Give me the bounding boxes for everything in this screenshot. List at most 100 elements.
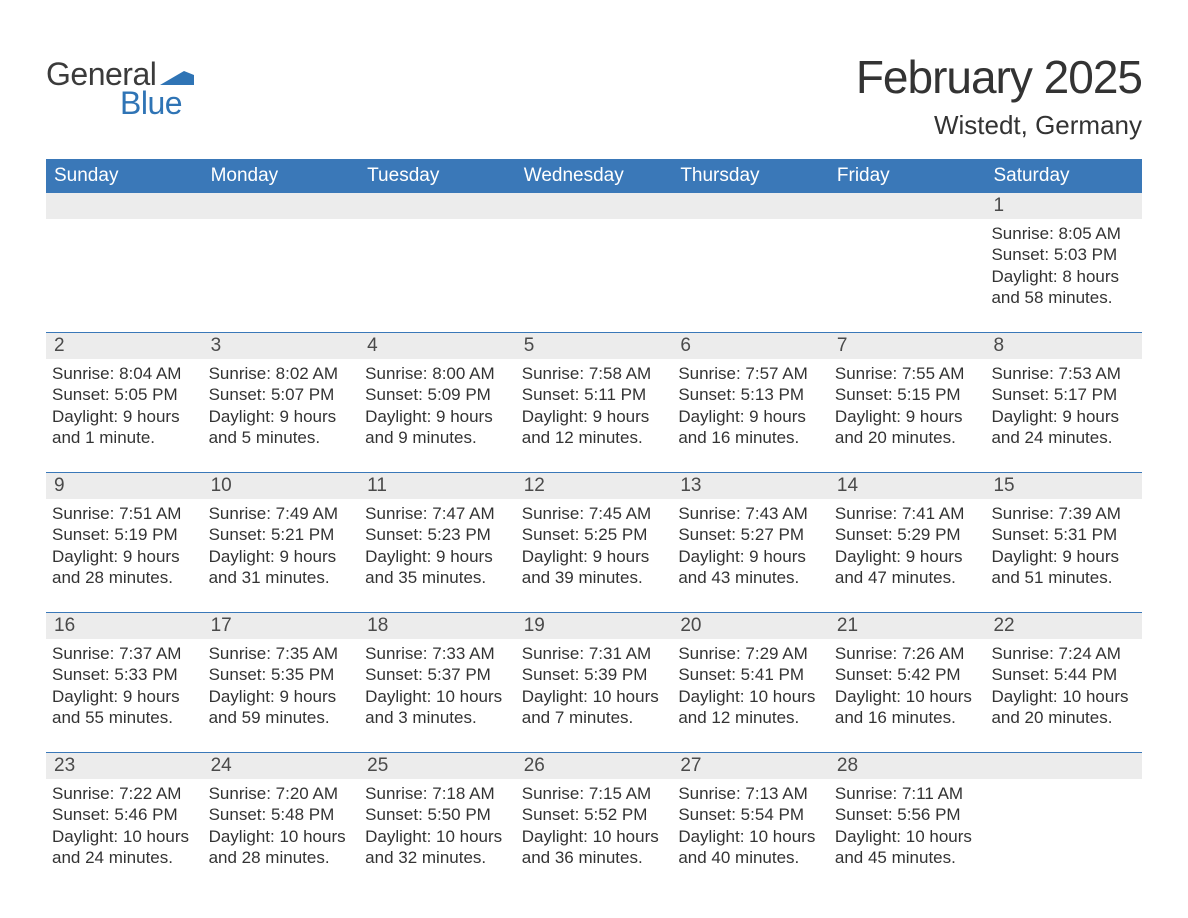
- sunrise-line: Sunrise: 7:13 AM: [678, 783, 823, 804]
- weekday-sunday: Sunday: [46, 159, 203, 193]
- day-cell: 3Sunrise: 8:02 AMSunset: 5:07 PMDaylight…: [203, 333, 360, 454]
- day-number: 11: [359, 473, 516, 499]
- daylight-line: Daylight: 9 hours and 55 minutes.: [52, 686, 197, 729]
- weekday-saturday: Saturday: [985, 159, 1142, 193]
- day-content: Sunrise: 7:31 AMSunset: 5:39 PMDaylight:…: [522, 643, 667, 728]
- day-number: 17: [203, 613, 360, 639]
- day-number: 22: [985, 613, 1142, 639]
- sunset-line: Sunset: 5:52 PM: [522, 804, 667, 825]
- day-number: 5: [516, 333, 673, 359]
- daylight-line: Daylight: 10 hours and 7 minutes.: [522, 686, 667, 729]
- day-number: 27: [672, 753, 829, 779]
- day-cell: 5 Sunrise: 7:58 AMSunset: 5:11 PMDaylight…: [516, 333, 673, 454]
- daylight-line: Daylight: 10 hours and 16 minutes.: [835, 686, 980, 729]
- day-cell: 22 Sunrise: 7:24 AMSunset: 5:44 PMDayligh…: [985, 613, 1142, 734]
- sunrise-line: Sunrise: 8:02 AM: [209, 363, 354, 384]
- weeks-container: 1Sunrise: 8:05 AMSunset: 5:03 PMDaylight…: [46, 193, 1142, 874]
- day-cell: 12Sunrise: 7:45 AMSunset: 5:25 PMDayligh…: [516, 473, 673, 594]
- daylight-line: Daylight: 10 hours and 36 minutes.: [522, 826, 667, 869]
- day-content: Sunrise: 7:24 AMSunset: 5:44 PMDaylight:…: [991, 643, 1136, 728]
- day-number: 14: [829, 473, 986, 499]
- sunset-line: Sunset: 5:29 PM: [835, 524, 980, 545]
- day-content: Sunrise: 7:15 AMSunset: 5:52 PMDaylight:…: [522, 783, 667, 868]
- day-number: 28: [829, 753, 986, 779]
- sunset-line: Sunset: 5:19 PM: [52, 524, 197, 545]
- day-number: [359, 193, 516, 219]
- weekday-tuesday: Tuesday: [359, 159, 516, 193]
- sunrise-line: Sunrise: 7:49 AM: [209, 503, 354, 524]
- sunrise-line: Sunrise: 7:26 AM: [835, 643, 980, 664]
- day-cell: 24Sunrise: 7:20 AMSunset: 5:48 PMDayligh…: [203, 753, 360, 874]
- flag-icon: [160, 67, 194, 87]
- sunrise-line: Sunrise: 7:45 AM: [522, 503, 667, 524]
- day-cell: 11Sunrise: 7:47 AMSunset: 5:23 PMDayligh…: [359, 473, 516, 594]
- day-number: 12: [516, 473, 673, 499]
- sunset-line: Sunset: 5:44 PM: [991, 664, 1136, 685]
- week-row: 23Sunrise: 7:22 AMSunset: 5:46 PMDayligh…: [46, 752, 1142, 874]
- daylight-line: Daylight: 9 hours and 51 minutes.: [991, 546, 1136, 589]
- daylight-line: Daylight: 9 hours and 5 minutes.: [209, 406, 354, 449]
- sunset-line: Sunset: 5:46 PM: [52, 804, 197, 825]
- day-content: Sunrise: 7:53 AMSunset: 5:17 PMDaylight:…: [991, 363, 1136, 448]
- day-content: Sunrise: 8:02 AMSunset: 5:07 PMDaylight:…: [209, 363, 354, 448]
- daylight-line: Daylight: 9 hours and 24 minutes.: [991, 406, 1136, 449]
- sunrise-line: Sunrise: 8:00 AM: [365, 363, 510, 384]
- daylight-line: Daylight: 9 hours and 43 minutes.: [678, 546, 823, 589]
- daylight-line: Daylight: 10 hours and 32 minutes.: [365, 826, 510, 869]
- sunset-line: Sunset: 5:07 PM: [209, 384, 354, 405]
- sunrise-line: Sunrise: 8:04 AM: [52, 363, 197, 384]
- sunrise-line: Sunrise: 7:18 AM: [365, 783, 510, 804]
- day-content: Sunrise: 8:04 AMSunset: 5:05 PMDaylight:…: [52, 363, 197, 448]
- day-number: 6: [672, 333, 829, 359]
- daylight-line: Daylight: 9 hours and 16 minutes.: [678, 406, 823, 449]
- weekday-header-row: SundayMondayTuesdayWednesdayThursdayFrid…: [46, 159, 1142, 193]
- day-content: Sunrise: 8:05 AMSunset: 5:03 PMDaylight:…: [991, 223, 1136, 308]
- day-cell: 14Sunrise: 7:41 AMSunset: 5:29 PMDayligh…: [829, 473, 986, 594]
- sunrise-line: Sunrise: 7:53 AM: [991, 363, 1136, 384]
- sunrise-line: Sunrise: 7:58 AM: [522, 363, 667, 384]
- day-content: Sunrise: 7:20 AMSunset: 5:48 PMDaylight:…: [209, 783, 354, 868]
- weekday-wednesday: Wednesday: [516, 159, 673, 193]
- sunrise-line: Sunrise: 7:24 AM: [991, 643, 1136, 664]
- daylight-line: Daylight: 8 hours and 58 minutes.: [991, 266, 1136, 309]
- day-content: Sunrise: 7:37 AMSunset: 5:33 PMDaylight:…: [52, 643, 197, 728]
- daylight-line: Daylight: 9 hours and 39 minutes.: [522, 546, 667, 589]
- sunrise-line: Sunrise: 7:47 AM: [365, 503, 510, 524]
- sunset-line: Sunset: 5:11 PM: [522, 384, 667, 405]
- sunrise-line: Sunrise: 7:15 AM: [522, 783, 667, 804]
- day-cell: 1Sunrise: 8:05 AMSunset: 5:03 PMDaylight…: [985, 193, 1142, 314]
- sunrise-line: Sunrise: 7:22 AM: [52, 783, 197, 804]
- day-number: [516, 193, 673, 219]
- day-number: 10: [203, 473, 360, 499]
- day-number: [672, 193, 829, 219]
- weekday-friday: Friday: [829, 159, 986, 193]
- day-cell: 8 Sunrise: 7:53 AMSunset: 5:17 PMDaylight…: [985, 333, 1142, 454]
- sunset-line: Sunset: 5:27 PM: [678, 524, 823, 545]
- day-cell: 16Sunrise: 7:37 AMSunset: 5:33 PMDayligh…: [46, 613, 203, 734]
- sunset-line: Sunset: 5:15 PM: [835, 384, 980, 405]
- day-content: Sunrise: 7:29 AMSunset: 5:41 PMDaylight:…: [678, 643, 823, 728]
- day-content: Sunrise: 7:58 AMSunset: 5:11 PMDaylight:…: [522, 363, 667, 448]
- sunset-line: Sunset: 5:35 PM: [209, 664, 354, 685]
- day-cell: 4Sunrise: 8:00 AMSunset: 5:09 PMDaylight…: [359, 333, 516, 454]
- sunrise-line: Sunrise: 7:51 AM: [52, 503, 197, 524]
- day-cell: 20Sunrise: 7:29 AMSunset: 5:41 PMDayligh…: [672, 613, 829, 734]
- day-number: 7: [829, 333, 986, 359]
- sunset-line: Sunset: 5:33 PM: [52, 664, 197, 685]
- page: General Blue February 2025 Wistedt, Germ…: [0, 0, 1188, 914]
- day-number: 19: [516, 613, 673, 639]
- location: Wistedt, Germany: [856, 110, 1142, 141]
- day-number: 9: [46, 473, 203, 499]
- sunrise-line: Sunrise: 7:43 AM: [678, 503, 823, 524]
- day-content: Sunrise: 7:35 AMSunset: 5:35 PMDaylight:…: [209, 643, 354, 728]
- daylight-line: Daylight: 10 hours and 28 minutes.: [209, 826, 354, 869]
- day-cell: 13Sunrise: 7:43 AMSunset: 5:27 PMDayligh…: [672, 473, 829, 594]
- weekday-monday: Monday: [203, 159, 360, 193]
- day-number: 8: [985, 333, 1142, 359]
- calendar: SundayMondayTuesdayWednesdayThursdayFrid…: [46, 159, 1142, 874]
- sunrise-line: Sunrise: 7:20 AM: [209, 783, 354, 804]
- day-cell: 7Sunrise: 7:55 AMSunset: 5:15 PMDaylight…: [829, 333, 986, 454]
- day-cell: 25Sunrise: 7:18 AMSunset: 5:50 PMDayligh…: [359, 753, 516, 874]
- daylight-line: Daylight: 10 hours and 24 minutes.: [52, 826, 197, 869]
- sunrise-line: Sunrise: 7:35 AM: [209, 643, 354, 664]
